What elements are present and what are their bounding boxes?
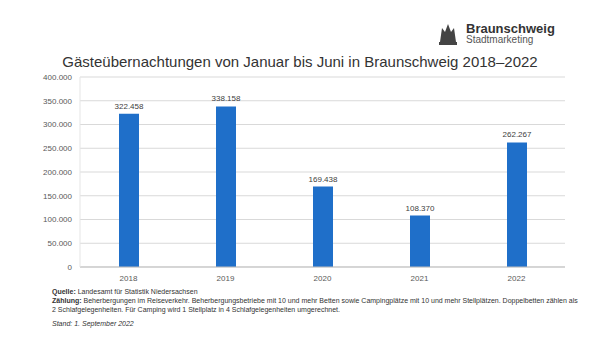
- svg-text:400.000: 400.000: [43, 73, 72, 82]
- svg-text:169.438: 169.438: [309, 175, 338, 184]
- svg-text:108.370: 108.370: [406, 204, 435, 213]
- html-text:Braunschweig: Braunschweig: [466, 20, 555, 36]
- svg-text:200.000: 200.000: [43, 168, 72, 177]
- svg-text:338.158: 338.158: [212, 94, 241, 103]
- svg-text:2022: 2022: [508, 274, 526, 283]
- svg-text:2018: 2018: [120, 274, 138, 283]
- svg-text:350.000: 350.000: [43, 97, 72, 106]
- html-text:Quelle: Landesamt für Statisti: Quelle: Landesamt für Statistik Niedersa…: [52, 288, 198, 295]
- svg-text:262.267: 262.267: [503, 130, 532, 139]
- svg-text:100.000: 100.000: [43, 215, 72, 224]
- svg-text:2020: 2020: [314, 274, 332, 283]
- html-text:Zählung: Beherbergungen im Rei: Zählung: Beherbergungen im Reiseverkehr.…: [52, 297, 578, 313]
- html-text:Stand: 1. September 2022: Stand: 1. September 2022: [52, 320, 134, 327]
- svg-text:150.000: 150.000: [43, 192, 72, 201]
- svg-text:250.000: 250.000: [43, 144, 72, 153]
- svg-text:50.000: 50.000: [48, 239, 73, 248]
- html-text:Stadtmarketing: Stadtmarketing: [466, 33, 534, 45]
- svg-text:322.458: 322.458: [115, 102, 144, 111]
- html-text:Gästeübernachtungen von Januar: Gästeübernachtungen von Januar bis Juni …: [62, 53, 538, 70]
- svg-text:2019: 2019: [217, 274, 235, 283]
- svg-text:300.000: 300.000: [43, 120, 72, 129]
- svg-text:2021: 2021: [411, 274, 429, 283]
- svg-text:0: 0: [68, 263, 73, 272]
